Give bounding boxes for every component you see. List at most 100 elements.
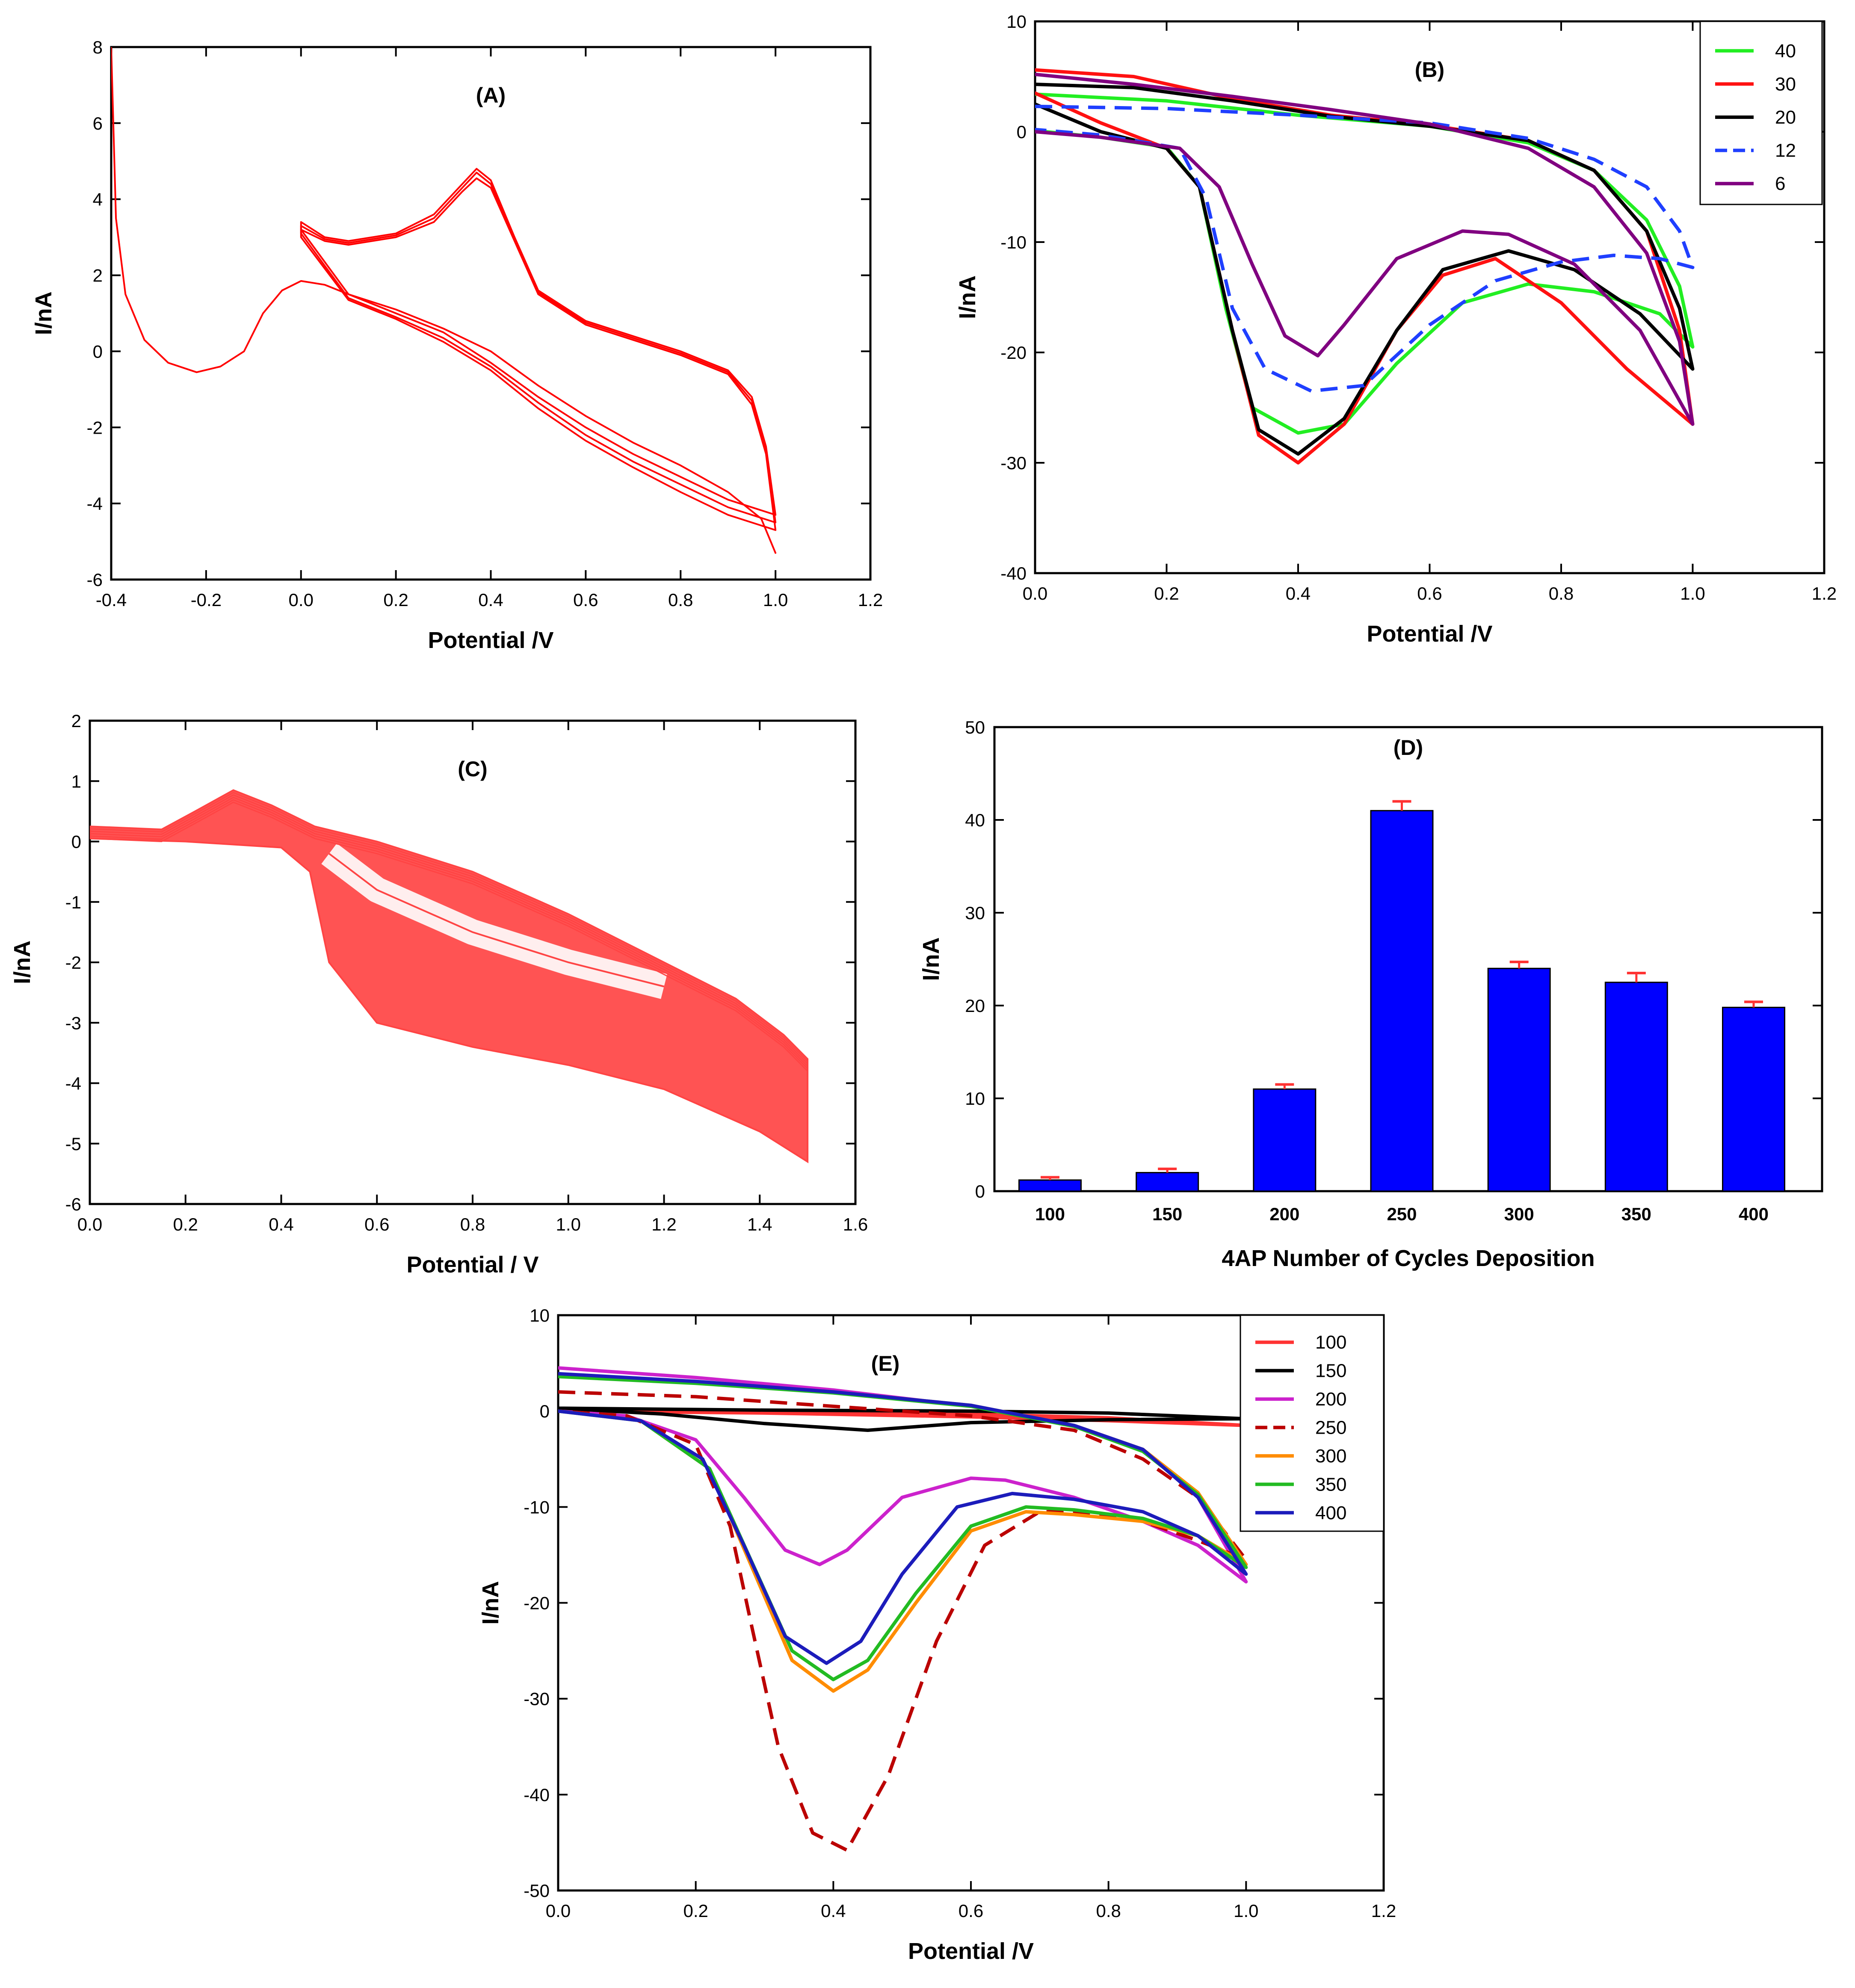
x-tick-label: 0.4 [478, 590, 503, 610]
x-tick-label: 250 [1387, 1204, 1417, 1224]
panel-a: -0.4 -0.2 0.0 0.2 0.4 0.6 0.8 1.0 1.2 -6 -4 -2 0 2 4 6 8… [31, 37, 883, 653]
series-inner-return [328, 853, 664, 988]
y-tick-label: -6 [65, 1194, 81, 1214]
y-tick-label: -6 [87, 570, 103, 590]
legend-label: 350 [1315, 1474, 1346, 1495]
x-tick-label: 0.8 [668, 590, 693, 610]
x-axis-label: Potential /V [1367, 621, 1492, 647]
series-cycle-line [90, 789, 808, 1060]
x-tick-label: -0.4 [96, 590, 127, 610]
legend-label: 12 [1775, 140, 1796, 161]
legend-box [1699, 21, 1823, 205]
x-tick-label: 0.8 [460, 1214, 485, 1234]
x-tick-label: 350 [1621, 1204, 1651, 1224]
x-tick-label: 1.2 [1371, 1901, 1396, 1921]
y-tick-label: 0 [975, 1181, 985, 1201]
series-cycle-line [90, 792, 808, 1062]
x-tick-label: -0.2 [191, 590, 222, 610]
y-tick-label: -10 [1000, 232, 1027, 252]
x-tick-label: 1.0 [1234, 1901, 1258, 1921]
y-tick-label: 0 [540, 1401, 550, 1421]
panel-title: (B) [1415, 58, 1444, 82]
legend-label: 400 [1315, 1503, 1346, 1524]
x-tick-label: 1.0 [763, 590, 788, 610]
series-band-envelope [90, 789, 809, 1163]
legend: 100 150 200 250 300 350 400 [1240, 1314, 1385, 1532]
y-tick-label: 4 [93, 189, 103, 210]
x-axis-label: Potential / V [406, 1252, 538, 1278]
x-tick-label: 200 [1269, 1204, 1299, 1224]
y-tick-label: -4 [87, 494, 103, 514]
y-tick-label: 2 [93, 266, 103, 286]
x-tick-label: 0.0 [546, 1901, 571, 1921]
y-tick-label: -20 [524, 1593, 550, 1613]
y-tick-label: -30 [524, 1689, 550, 1709]
y-tick-label: -2 [65, 953, 81, 973]
x-tick-label: 1.2 [858, 590, 883, 610]
x-axis-label: Potential /V [908, 1938, 1034, 1964]
bar-250 [1370, 810, 1434, 1192]
y-tick-label: -2 [87, 417, 103, 438]
x-tick-label: 0.0 [1023, 583, 1047, 604]
y-tick-label: -20 [1000, 343, 1027, 363]
y-tick-label: -1 [65, 892, 81, 912]
series-e-150 [558, 1406, 1248, 1432]
legend-label: 300 [1315, 1446, 1346, 1467]
y-tick-label: 0 [1017, 122, 1027, 142]
panel-title: (C) [458, 757, 487, 781]
bar-100 [1018, 1179, 1082, 1192]
series-b-20 [1035, 83, 1695, 456]
y-tick-label: 8 [93, 37, 103, 57]
bar-350 [1604, 982, 1668, 1192]
x-tick-label: 0.4 [1286, 583, 1311, 604]
bar-200 [1253, 1088, 1317, 1192]
y-tick-label: 40 [965, 810, 985, 830]
bar-300 [1487, 967, 1551, 1192]
x-tick-label: 0.0 [289, 590, 314, 610]
legend-label: 250 [1315, 1417, 1346, 1438]
y-tick-label: -10 [524, 1497, 550, 1517]
legend-label: 30 [1775, 74, 1796, 95]
x-tick-label: 0.2 [383, 590, 408, 610]
panel-title: (D) [1393, 736, 1423, 760]
series-b-12 [1035, 104, 1695, 393]
y-axis-label: I/nA [9, 941, 35, 984]
y-tick-label: 10 [530, 1305, 550, 1325]
y-tick-label: 1 [71, 771, 81, 791]
y-tick-label: -50 [524, 1881, 550, 1901]
x-tick-label: 0.6 [959, 1901, 983, 1921]
series-cycle-line [90, 799, 808, 1069]
x-tick-label: 0.8 [1549, 583, 1574, 604]
y-tick-label: 0 [93, 341, 103, 361]
legend-label: 40 [1775, 41, 1796, 62]
y-tick-label: 10 [965, 1089, 985, 1109]
series-cycle-line [90, 794, 808, 1065]
y-tick-label: 6 [93, 113, 103, 133]
y-tick-label: 20 [965, 996, 985, 1016]
y-axis-label: I/nA [918, 938, 944, 981]
x-tick-label: 0.4 [269, 1214, 293, 1234]
series-group [111, 47, 777, 554]
x-tick-label: 1.2 [651, 1214, 676, 1234]
x-tick-label: 0.6 [364, 1214, 389, 1234]
x-tick-label: 0.6 [1417, 583, 1442, 604]
panel-d: 0 10 20 30 40 50 100 150 200 250 300 350 400 (D) 4AP N… [918, 717, 1823, 1271]
series-b-40 [1035, 92, 1695, 435]
y-tick-label: 30 [965, 903, 985, 923]
y-tick-label: -3 [65, 1013, 81, 1033]
legend-box [1240, 1314, 1385, 1532]
series-cycle-line [90, 796, 808, 1067]
series-a-cycle-3 [300, 172, 777, 524]
series-group [1035, 68, 1695, 464]
y-tick-label: 50 [965, 717, 985, 737]
x-tick-label: 0.6 [573, 590, 598, 610]
y-tick-label: -40 [524, 1785, 550, 1805]
series-group [558, 1366, 1248, 1852]
y-tick-label: 2 [71, 711, 81, 731]
plot-frame [110, 46, 872, 581]
legend: 40 30 20 12 6 [1699, 21, 1823, 205]
panel-title: (E) [871, 1352, 900, 1376]
panel-b: 0.0 0.2 0.4 0.6 0.8 1.0 1.2 -40 -30 -20 -10 0 10 (B) P… [955, 12, 1837, 647]
legend-label: 20 [1775, 107, 1796, 128]
